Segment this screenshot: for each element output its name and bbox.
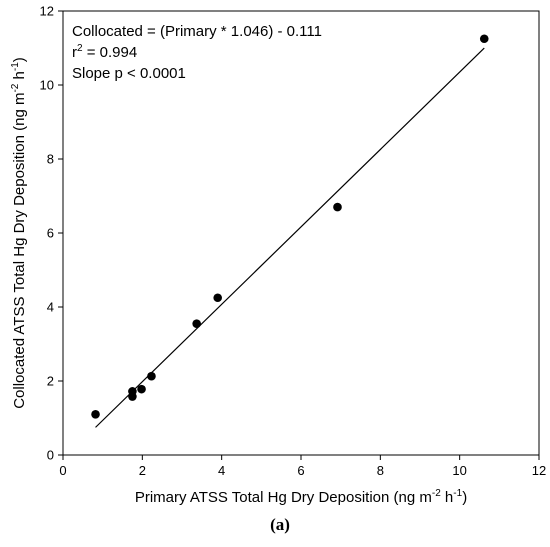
data-point: [192, 319, 201, 328]
data-point: [333, 202, 342, 212]
x-tick-label: 2: [139, 463, 146, 478]
x-tick-label: 8: [377, 463, 384, 478]
x-tick-label: 0: [59, 463, 66, 478]
y-tick-label: 2: [47, 374, 54, 389]
data-point: [91, 410, 100, 419]
data-point: [479, 34, 489, 44]
annotation-equation: Collocated = (Primary * 1.046) - 0.111: [72, 23, 322, 40]
regression-line: [95, 47, 485, 428]
y-axis-label: Collocated ATSS Total Hg Dry Deposition …: [10, 57, 28, 409]
x-tick-label: 4: [218, 463, 225, 478]
y-axis: 0 2 4 6 8 10 12: [40, 4, 63, 463]
annotation-slope-p: Slope p < 0.0001: [72, 65, 186, 82]
x-tick-label: 12: [532, 463, 546, 478]
y-tick-label: 0: [47, 448, 54, 463]
x-axis: 0 2 4 6 8 10 12: [59, 455, 546, 478]
y-tick-label: 6: [47, 226, 54, 241]
x-axis-label: Primary ATSS Total Hg Dry Deposition (ng…: [135, 488, 467, 506]
data-point: [147, 371, 156, 381]
data-points: [91, 34, 489, 419]
y-tick-label: 10: [40, 78, 54, 93]
y-tick-label: 8: [47, 152, 54, 167]
panel-label: (a): [270, 515, 290, 534]
data-point: [213, 293, 222, 303]
x-tick-label: 10: [452, 463, 466, 478]
data-point: [128, 387, 137, 396]
y-tick-label: 12: [40, 4, 54, 19]
annotation-r2: r2 = 0.994: [72, 43, 137, 61]
x-tick-label: 6: [297, 463, 304, 478]
data-point: [137, 384, 146, 394]
y-tick-label: 4: [47, 300, 54, 315]
